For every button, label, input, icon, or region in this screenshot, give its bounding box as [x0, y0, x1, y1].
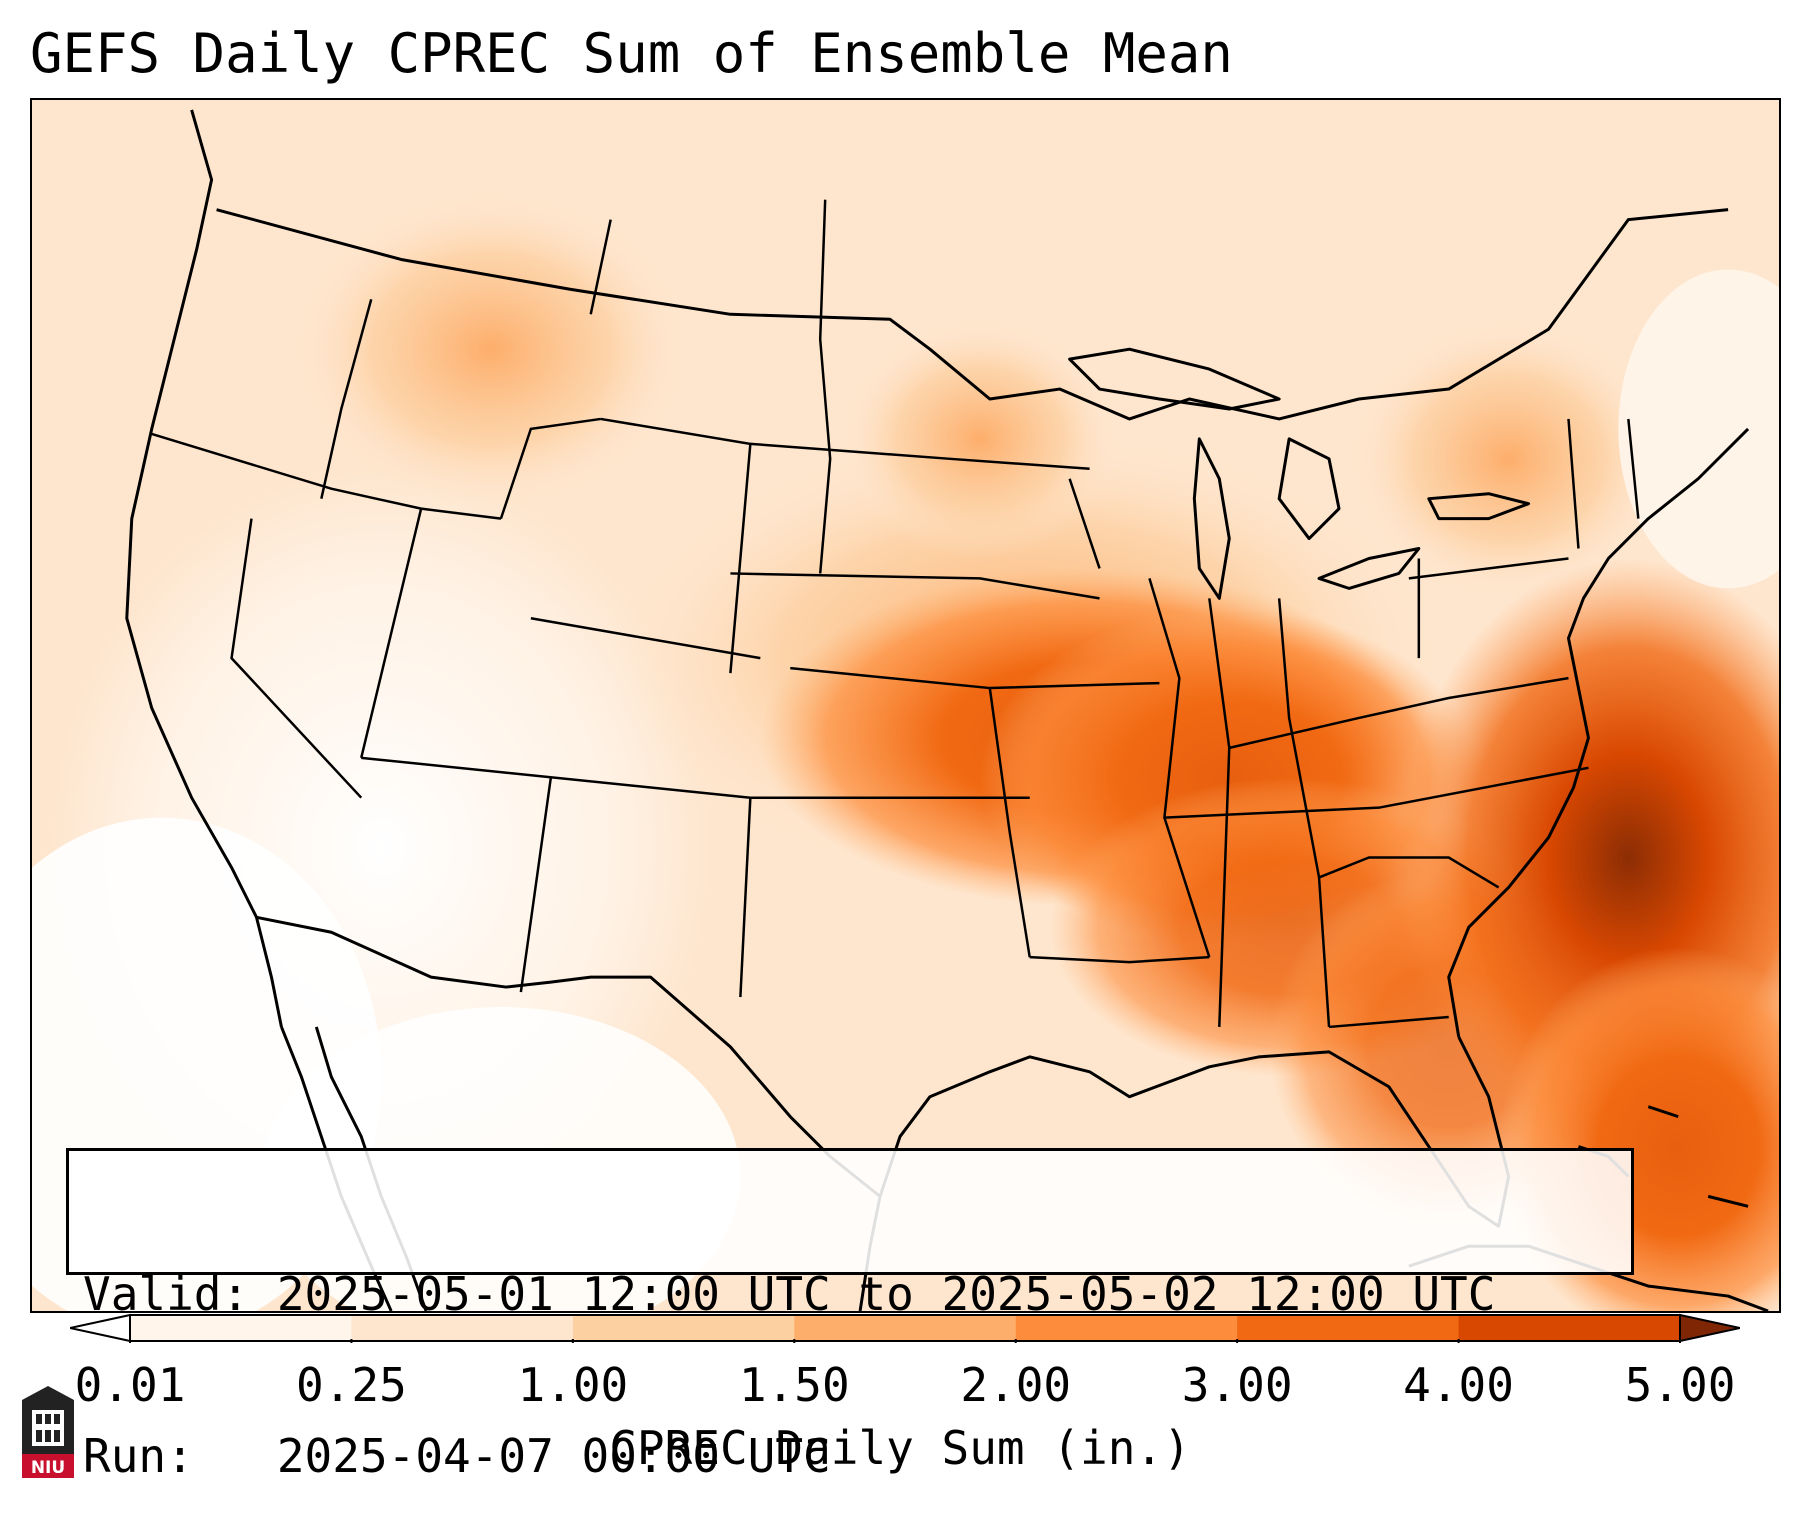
map-panel: [30, 98, 1781, 1313]
colorbar-segment: [1015, 1315, 1238, 1341]
shading-northern-rockies: [291, 189, 691, 509]
lake-erie: [1317, 547, 1421, 590]
lake-ontario: [1427, 492, 1531, 521]
border-pa-ny: [1408, 557, 1569, 580]
colorbar-ticks: [129, 1339, 1681, 1343]
precip-map: [32, 100, 1779, 1311]
border-ky-va: [1228, 676, 1569, 750]
border-mississippi-river: [1148, 578, 1211, 958]
atlantic-coastline: [1447, 427, 1750, 1038]
colorbar-over-arrow: [1679, 1313, 1740, 1343]
border-nv-ut: [360, 508, 423, 759]
border-vt-nh: [1627, 418, 1640, 519]
border-la-ms: [1029, 955, 1210, 964]
border-or-ca-nv: [151, 432, 502, 520]
border-ar-ok: [988, 687, 1031, 958]
border-fl-ga: [1328, 1015, 1449, 1029]
chart-title: GEFS Daily CPREC Sum of Ensemble Mean: [30, 22, 1233, 85]
colorbar-tick-label: 0.25: [296, 1358, 407, 1412]
university-logo-icon: NIU: [22, 1386, 74, 1478]
colorbar-segment: [351, 1315, 574, 1341]
colorbar-segments: [70, 1313, 1740, 1343]
colorbar-outline: [129, 1314, 1681, 1342]
us-mexico-border: [256, 915, 881, 1198]
colorbar-segment: [794, 1315, 1017, 1341]
border-nv-ca: [230, 518, 363, 799]
colorbar-segment: [572, 1315, 795, 1341]
lake-michigan: [1192, 437, 1231, 600]
colorbar-tick-label: 5.00: [1624, 1358, 1736, 1412]
colorbar-tick-label: 3.00: [1181, 1358, 1293, 1412]
colorbar-tick-label: 1.00: [517, 1358, 629, 1412]
border-nm-tx: [739, 797, 752, 998]
lake-superior: [1068, 347, 1281, 411]
border-nd-mn: [818, 199, 832, 574]
border-tn-nc: [1164, 766, 1589, 819]
border-sd-ne: [750, 442, 1090, 471]
colorbar-tick-label: 2.00: [960, 1358, 1072, 1412]
colorbar-tick-label: 4.00: [1403, 1358, 1514, 1412]
border-id-west: [320, 299, 373, 499]
canada-us-border: [216, 208, 1729, 421]
border-ga-sc: [1318, 856, 1500, 889]
colorbar-label: CPREC Daily Sum (in.): [609, 1421, 1191, 1475]
lake-huron: [1277, 437, 1341, 541]
border-wy-west: [499, 417, 601, 520]
logo-banner: [22, 1454, 74, 1478]
border-ut-co-north: [530, 617, 761, 660]
bahamas-island-3: [1707, 1194, 1749, 1208]
colorbar-segment: [1458, 1315, 1681, 1341]
border-oh-ga: [1277, 598, 1331, 1028]
logo-text: NIU: [31, 1458, 65, 1478]
colorbar-segment: [1237, 1315, 1460, 1341]
shading-northeast: [1348, 319, 1669, 599]
border-ne-ks: [730, 572, 1100, 600]
border-ny-vt: [1567, 418, 1580, 549]
run-info-box: Valid: 2025-05-01 12:00 UTC to 2025-05-0…: [66, 1148, 1634, 1483]
valid-time-text: Valid: 2025-05-01 12:00 UTC to 2025-05-0…: [83, 1267, 1496, 1321]
colorbar-segment: [130, 1315, 352, 1341]
bahamas-island-2: [1647, 1105, 1679, 1119]
border-mt-nd: [589, 219, 612, 315]
state-borders: [151, 199, 1640, 1029]
colorbar: [70, 1313, 1740, 1343]
colorbar-under-arrow: [70, 1313, 131, 1343]
shading-upper-midwest: [840, 319, 1120, 559]
run-time-text: Run: 2025-04-07 00:00 UTC: [83, 1429, 831, 1483]
border-az-nm: [519, 777, 553, 993]
colorbar-tick-label: 1.50: [738, 1358, 850, 1412]
border-ia-wi: [1068, 478, 1101, 569]
colorbar-tick-label: 0.01: [74, 1358, 186, 1412]
